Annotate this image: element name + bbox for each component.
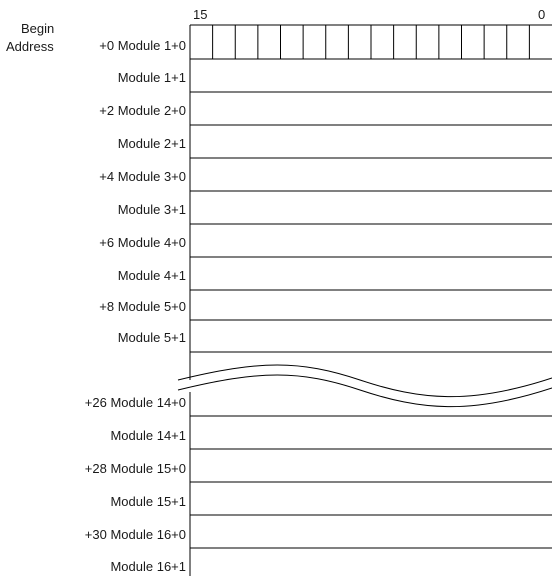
address-label: Address [6, 39, 54, 54]
break-wave-lower [177, 374, 552, 408]
row-label: Module 1+1 [118, 70, 186, 85]
row-label: +28 Module 15+0 [85, 461, 186, 476]
row-label: Module 3+1 [118, 202, 186, 217]
row-label: Module 2+1 [118, 136, 186, 151]
row-label: +26 Module 14+0 [85, 395, 186, 410]
row-label: +2 Module 2+0 [99, 103, 186, 118]
begin-label: Begin [21, 21, 54, 36]
break-wave-upper [177, 364, 552, 398]
row-label: Module 5+1 [118, 330, 186, 345]
row-label: Module 14+1 [110, 428, 186, 443]
row-label: +0 Module 1+0 [99, 38, 186, 53]
register-grid [177, 24, 552, 576]
row-label: +30 Module 16+0 [85, 527, 186, 542]
row-label: Module 4+1 [118, 268, 186, 283]
bit-low-label: 0 [538, 7, 545, 22]
row-label: +4 Module 3+0 [99, 169, 186, 184]
bit-high-label: 15 [193, 7, 207, 22]
row-label: +6 Module 4+0 [99, 235, 186, 250]
row-label: Module 15+1 [110, 494, 186, 509]
row-label: +8 Module 5+0 [99, 299, 186, 314]
row-label: Module 16+1 [110, 559, 186, 574]
row-labels: +0 Module 1+0 Module 1+1 +2 Module 2+0 Modu… [85, 38, 186, 574]
